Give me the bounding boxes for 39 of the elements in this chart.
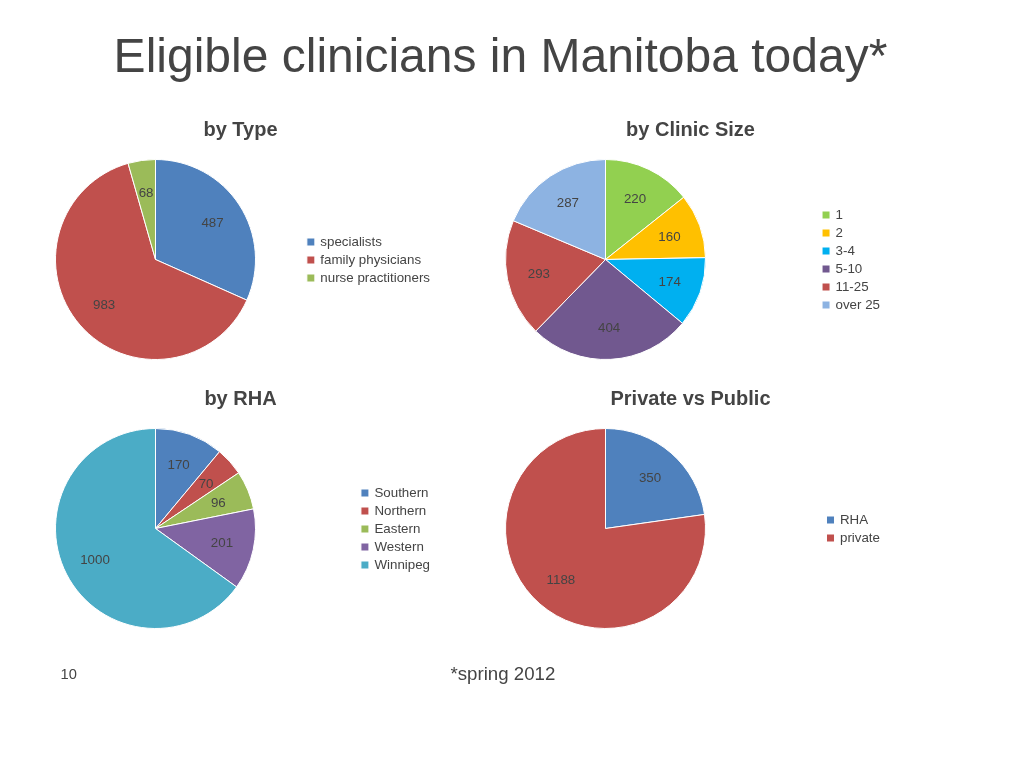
data-label: 70	[198, 475, 214, 491]
legend-label: Winnipeg	[374, 556, 430, 572]
data-label: 170	[167, 457, 190, 473]
legend-label: 11-25	[835, 278, 869, 294]
legend-label: over 25	[835, 296, 880, 312]
data-label: 160	[658, 228, 681, 244]
legend-label: Northern	[374, 502, 427, 518]
legend-label: family physicians	[320, 251, 422, 267]
chart-title: by Type	[203, 117, 278, 140]
legend-label: 1	[835, 206, 844, 222]
legend-label: nurse practitioners	[320, 269, 430, 285]
legend-label: specialists	[320, 233, 382, 249]
text: *spring 2012	[450, 663, 556, 684]
data-label: 201	[210, 535, 234, 551]
legend-label: Southern	[374, 484, 429, 500]
text: 10	[60, 665, 77, 682]
data-label: 983	[93, 296, 116, 312]
data-label: 287	[556, 195, 580, 211]
data-label: 68	[138, 184, 154, 200]
text: Eligible clinicians in Manitoba today*	[113, 29, 888, 82]
data-label: 220	[623, 190, 647, 206]
legend-label: 5-10	[835, 260, 863, 276]
chart-title: by Clinic Size	[626, 117, 755, 140]
legend-label: Eastern	[374, 520, 421, 536]
legend-label: RHA	[839, 511, 869, 527]
chart-title: Private vs Public	[610, 386, 771, 409]
legend-label: 2	[835, 224, 844, 240]
data-label: 1188	[546, 572, 576, 588]
chart-title: by RHA	[204, 386, 277, 409]
legend-label: 3-4	[835, 242, 856, 258]
data-label: 487	[201, 214, 224, 230]
data-label: 293	[527, 265, 550, 281]
data-label: 350	[638, 469, 662, 485]
data-label: 96	[210, 494, 226, 510]
legend-label: Western	[374, 538, 424, 554]
data-label: 1000	[80, 551, 110, 567]
legend-label: private	[839, 529, 880, 545]
data-label: 404	[597, 319, 621, 335]
data-label: 174	[658, 274, 682, 290]
